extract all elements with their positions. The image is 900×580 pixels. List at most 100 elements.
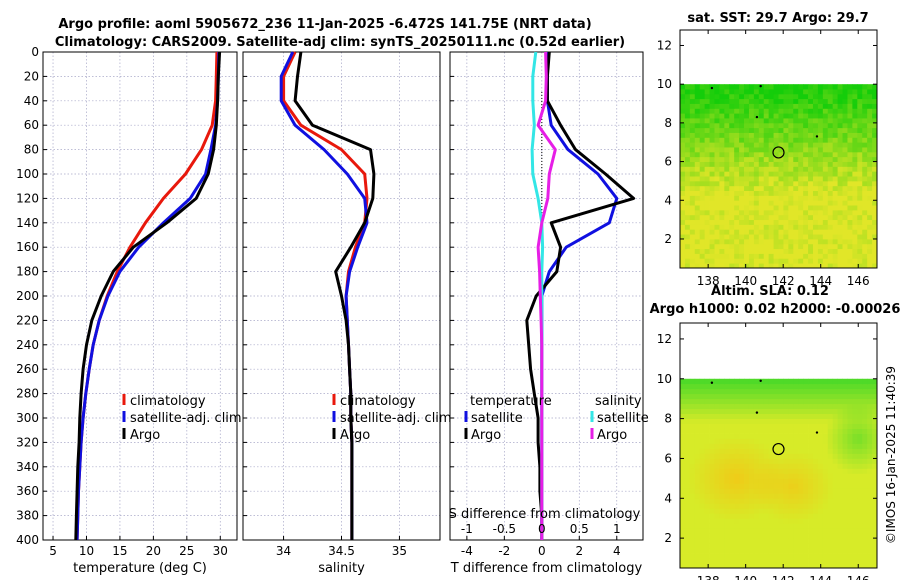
heatmap-cell xyxy=(748,185,755,191)
heatmap-cell xyxy=(778,137,784,143)
heatmap-cell xyxy=(773,513,779,519)
heatmap-cell xyxy=(803,142,809,148)
heatmap-cell xyxy=(832,166,838,172)
heatmap-cell xyxy=(837,533,843,539)
heatmap-cell xyxy=(773,448,779,454)
heatmap-cell xyxy=(748,563,755,569)
heatmap-cell xyxy=(822,195,829,201)
heatmap-cell xyxy=(719,448,725,454)
heatmap-cell xyxy=(817,151,824,158)
heatmap-cell xyxy=(684,383,691,390)
heatmap-cell xyxy=(744,127,750,133)
heatmap-cell xyxy=(812,205,819,211)
heatmap-cell xyxy=(793,180,799,187)
x-tick-label: 142 xyxy=(772,274,795,288)
heatmap-cell xyxy=(852,234,858,240)
heatmap-cell xyxy=(739,142,745,148)
heatmap-cell xyxy=(783,142,789,148)
heatmap-cell xyxy=(689,263,696,269)
heatmap-cell xyxy=(793,93,799,100)
heatmap-cell xyxy=(758,398,765,405)
heatmap-cell xyxy=(852,423,858,429)
heatmap-cell xyxy=(773,156,779,162)
heatmap-cell xyxy=(862,151,868,158)
heatmap-cell xyxy=(689,113,696,119)
heatmap-cell xyxy=(783,132,789,138)
heatmap-cell xyxy=(783,383,789,390)
heatmap-cell xyxy=(758,142,765,148)
heatmap-cell xyxy=(734,428,740,434)
heatmap-cell xyxy=(704,132,710,138)
heatmap-cell xyxy=(778,453,784,459)
heatmap-cell xyxy=(724,205,730,211)
heatmap-cell xyxy=(694,473,701,479)
heatmap-cell xyxy=(793,443,799,449)
heatmap-cell xyxy=(788,388,794,395)
heatmap-cell xyxy=(763,166,770,172)
heatmap-cell xyxy=(842,229,848,235)
heatmap-cell xyxy=(719,190,725,196)
heatmap-cell xyxy=(689,463,696,469)
heatmap-cell xyxy=(852,166,858,172)
heatmap-cell xyxy=(852,403,858,410)
heatmap-cell xyxy=(862,214,868,221)
heatmap-cell xyxy=(872,176,878,182)
heatmap-cell xyxy=(857,238,863,245)
heatmap-cell xyxy=(867,563,873,569)
heatmap-cell xyxy=(832,418,838,424)
heatmap-cell xyxy=(739,423,745,429)
heatmap-cell xyxy=(680,483,686,489)
heatmap-cell xyxy=(744,408,750,415)
heatmap-cell xyxy=(842,185,848,191)
heatmap-cell xyxy=(734,518,740,524)
heatmap-cell xyxy=(773,458,779,464)
heatmap-cell xyxy=(719,161,725,167)
heatmap-cell xyxy=(744,224,750,230)
heatmap-cell xyxy=(768,205,774,211)
heatmap-cell xyxy=(872,234,878,240)
heatmap-cell xyxy=(827,185,834,191)
heatmap-cell xyxy=(739,127,745,133)
heatmap-cell xyxy=(852,127,858,133)
heatmap-cell xyxy=(739,238,745,245)
heatmap-cell xyxy=(758,408,765,415)
heatmap-cell xyxy=(768,508,774,514)
heatmap-cell xyxy=(872,563,878,569)
heatmap-cell xyxy=(778,229,784,235)
heatmap-cell xyxy=(857,493,863,499)
heatmap-cell xyxy=(773,263,779,269)
heatmap-cell xyxy=(822,558,829,564)
heatmap-cell xyxy=(872,190,878,196)
heatmap-cell xyxy=(793,224,799,230)
heatmap-cell xyxy=(862,443,868,449)
heatmap-cell xyxy=(694,113,701,119)
heatmap-cell xyxy=(739,483,745,489)
heatmap-cell xyxy=(709,147,715,153)
heatmap-cell xyxy=(689,443,696,449)
heatmap-cell xyxy=(773,176,779,182)
heatmap-cell xyxy=(724,458,730,464)
heatmap-cell xyxy=(857,176,863,182)
heatmap-cell xyxy=(753,498,760,504)
heatmap-cell xyxy=(714,563,720,569)
heatmap-cell xyxy=(837,453,843,459)
heatmap-cell xyxy=(758,98,765,104)
heatmap-cell xyxy=(867,248,873,254)
heatmap-cell xyxy=(680,463,686,469)
heatmap-cell xyxy=(867,108,873,114)
heatmap-cell xyxy=(753,151,760,158)
heatmap-cell xyxy=(867,89,873,95)
heatmap-cell xyxy=(724,493,730,499)
heatmap-cell xyxy=(744,383,750,390)
heatmap-cell xyxy=(734,243,740,250)
heatmap-cell xyxy=(768,423,774,429)
heatmap-cell xyxy=(822,478,829,484)
y-tick-label: 200 xyxy=(16,289,39,303)
heatmap-cell xyxy=(744,553,750,559)
heatmap-cell xyxy=(862,518,868,524)
heatmap-cell xyxy=(719,151,725,158)
heatmap-cell xyxy=(837,563,843,569)
heatmap-cell xyxy=(734,171,740,177)
y-tick-label: 100 xyxy=(16,167,39,181)
heatmap-cell xyxy=(753,558,760,564)
